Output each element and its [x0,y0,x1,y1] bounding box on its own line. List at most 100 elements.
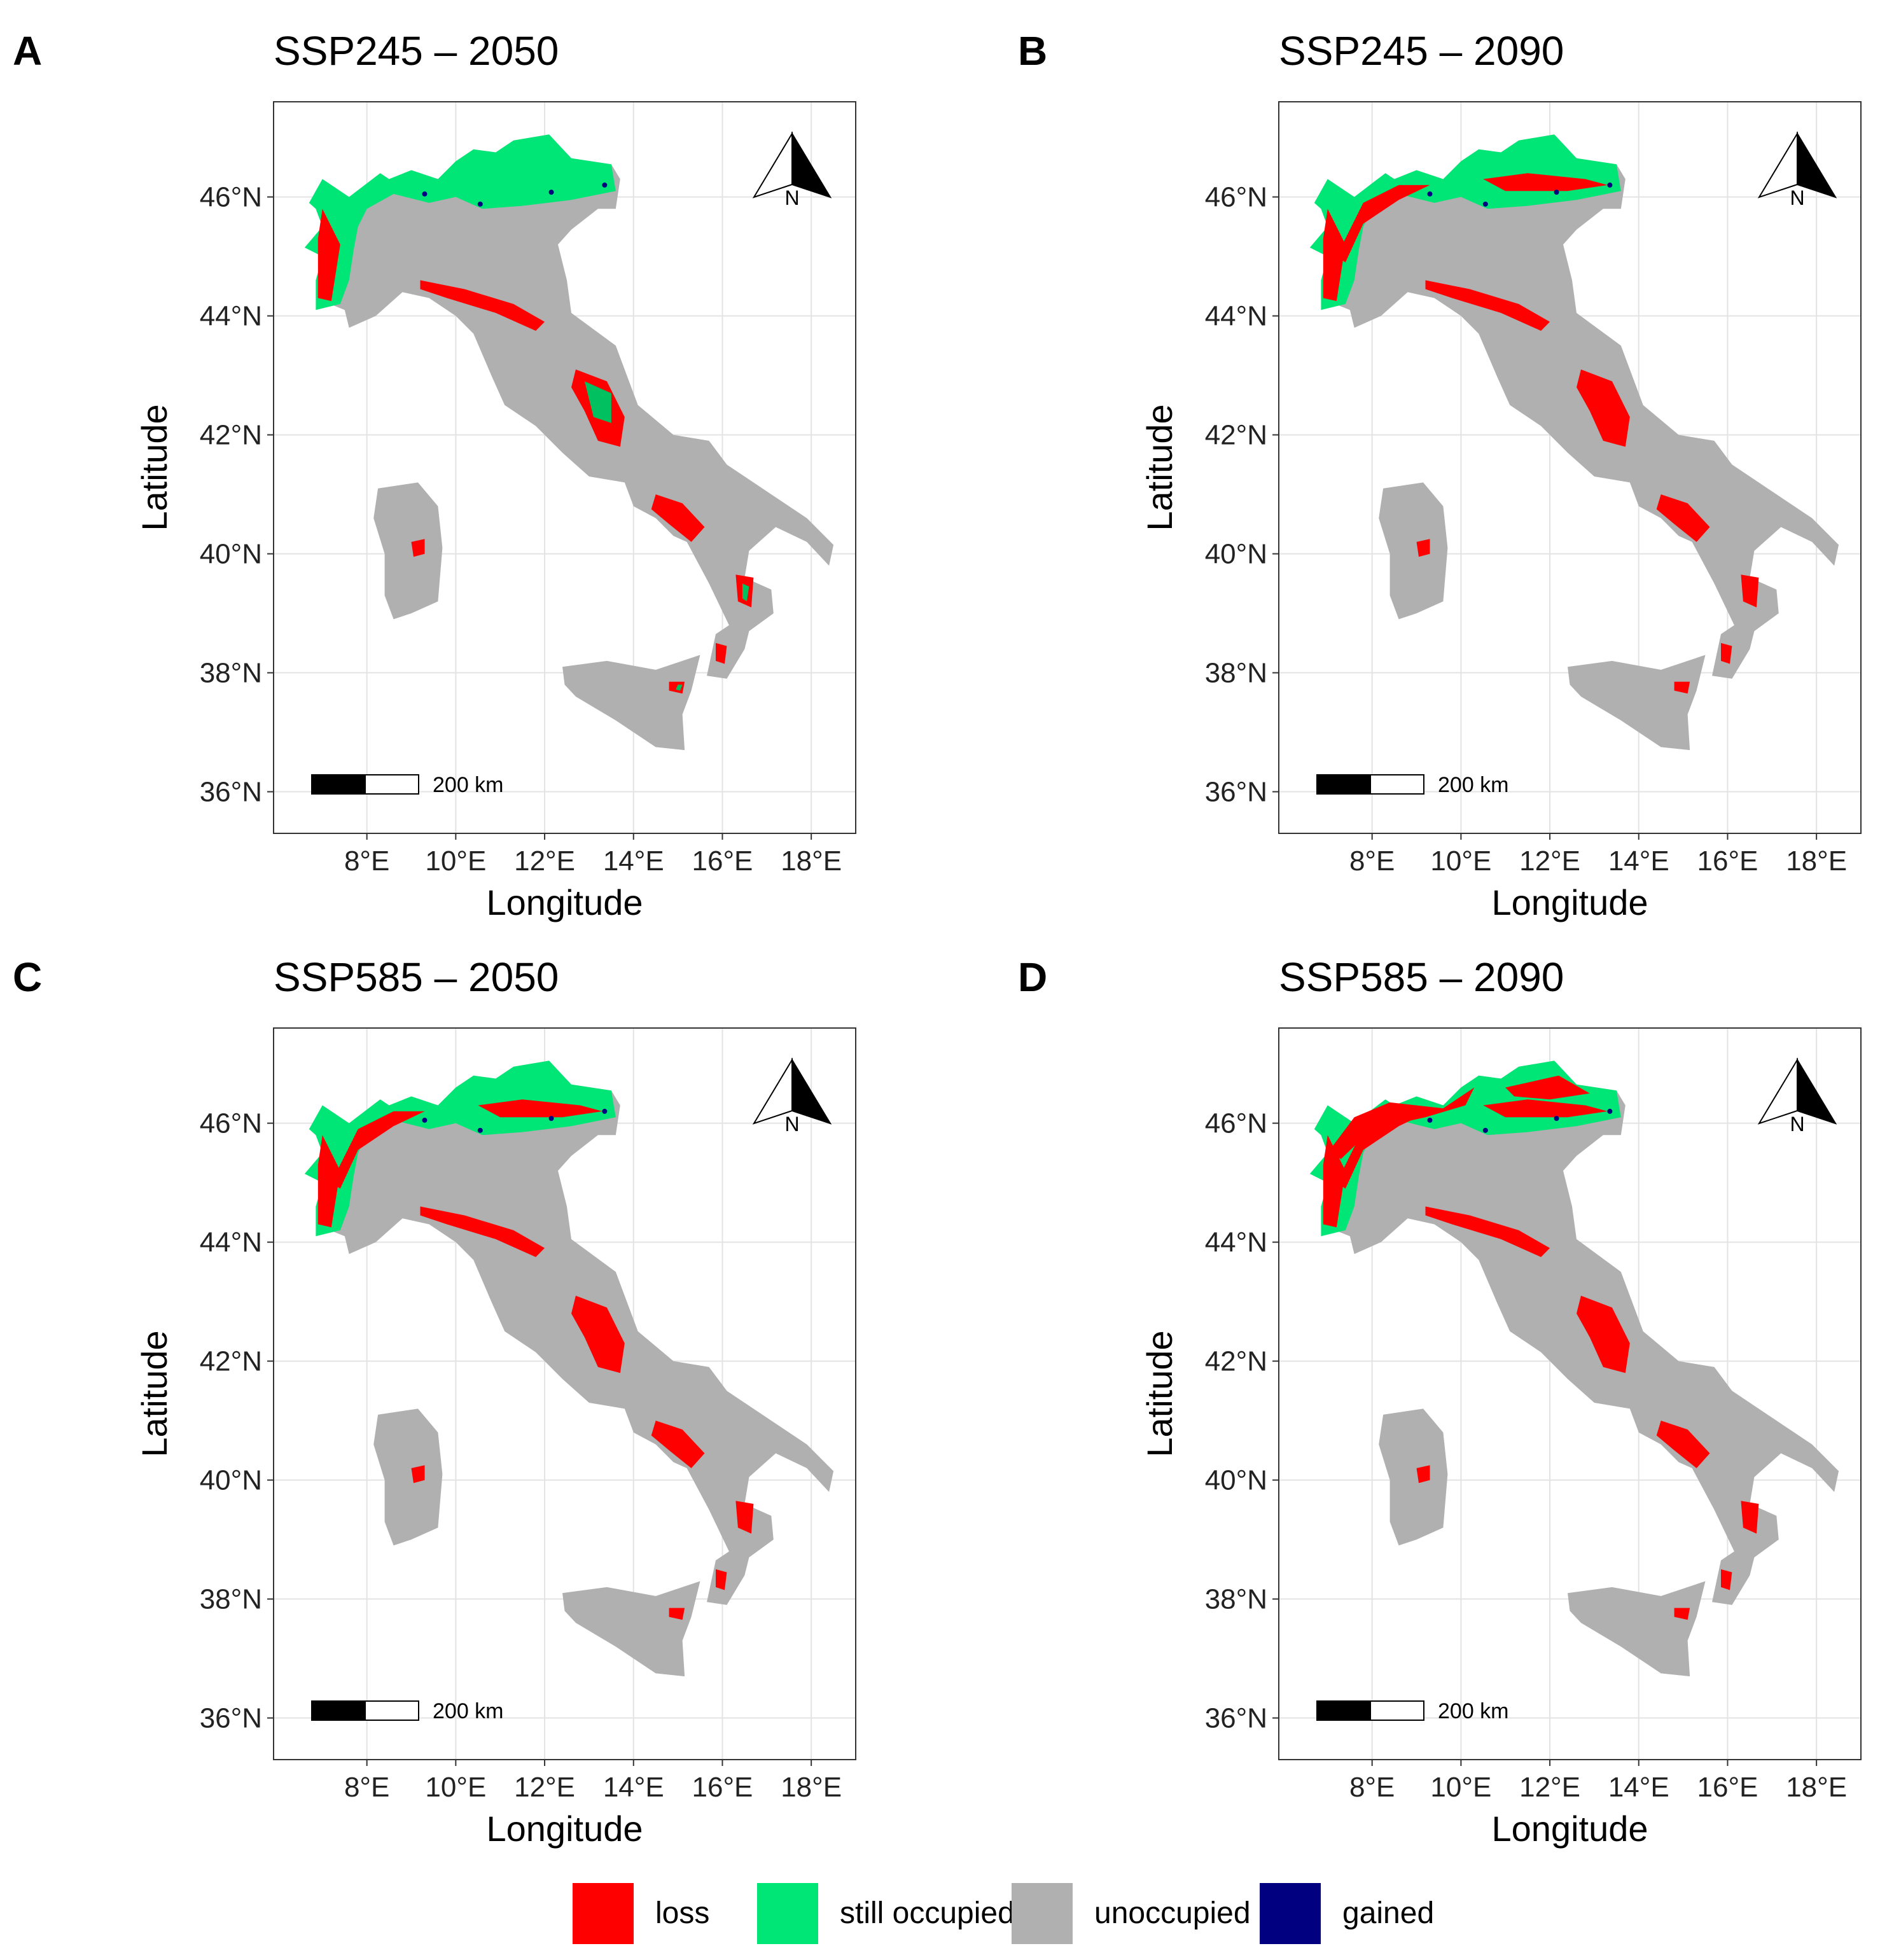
loss-region [1505,1075,1590,1100]
loss-region [716,643,727,664]
legend-label: loss [655,1896,710,1930]
loss-region [735,1501,754,1534]
loss-region [1425,280,1550,331]
y-tick-label: 38°N [200,658,262,689]
x-tick-label: 18°E [781,845,842,877]
loss-region [1656,1421,1710,1468]
gained-region [1482,201,1488,207]
x-tick-label: 12°E [1519,845,1580,877]
plot-frame [1278,1027,1862,1760]
x-axis-title: Longitude [1491,1809,1648,1849]
panel-title: SSP585 – 2090 [1279,954,1564,1000]
scale-bar-black [311,774,366,795]
loss-region [651,494,705,542]
scale-bar-label: 200 km [433,1699,504,1723]
y-axis-title: Latitude [134,1330,174,1457]
y-tick-label: 44°N [200,1227,262,1258]
scale-bar-black [1316,1700,1371,1721]
still-occupied-region [304,134,616,310]
map-legend: loss still occupied unoccupied gained [573,1883,1463,1947]
loss-region [1425,1206,1550,1257]
gained-region [1554,1116,1559,1122]
map-plot: 8°E 10°E 12°E 14°E 16°E 18°E 36°N 38°N 40°N 42°N 4… [134,1027,856,1849]
sicily-landmass [562,1581,700,1677]
y-tick-label: 44°N [200,301,262,332]
panel-title: SSP245 – 2050 [274,28,559,74]
x-tick-label: 18°E [1786,845,1847,877]
legend-swatch [1260,1883,1321,1944]
loss-region [317,209,340,302]
italy-landmass [304,1060,834,1605]
italy-landmass [304,134,834,679]
x-tick-label: 10°E [1430,1772,1491,1803]
loss-region [1323,1135,1346,1228]
sardinia-landmass [1379,1408,1448,1546]
x-tick-label: 16°E [692,845,753,877]
loss-region [1674,1608,1690,1620]
y-tick-label: 40°N [1205,539,1267,570]
x-tick-label: 14°E [603,845,664,877]
scale-bar-white [365,1700,419,1721]
north-arrow-label: N [784,1113,799,1136]
loss-region [1416,1465,1430,1484]
loss-region [1483,1099,1608,1118]
x-tick-label: 10°E [425,1772,486,1803]
x-tick-label: 10°E [425,845,486,877]
gained-region [602,182,608,188]
x-tick-label: 8°E [344,845,389,877]
north-arrow-icon [1797,1057,1837,1125]
loss-region [411,539,425,557]
panel-letter: C [13,954,43,1000]
loss-region [1577,369,1630,447]
plot-frame [273,101,856,834]
y-tick-label: 42°N [1205,420,1267,451]
legend-swatch [757,1883,818,1944]
y-tick-label: 40°N [1205,1465,1267,1496]
x-tick-label: 8°E [1349,845,1395,877]
loss-region [331,1111,425,1189]
x-tick-label: 12°E [514,845,575,877]
x-tick-label: 8°E [344,1772,389,1803]
gained-region [1607,1108,1613,1114]
x-tick-label: 14°E [603,1772,664,1803]
gained-region [1427,1117,1433,1123]
map-panel-c: 8°E 10°E 12°E 14°E 16°E 18°E 36°N 38°N 40°N 42°N 4… [0,926,992,1861]
loss-region [317,1135,340,1228]
x-tick-label: 16°E [1697,845,1758,877]
scale-bar-black [1316,774,1371,795]
plot-frame [273,1027,856,1760]
loss-region [1336,184,1430,263]
loss-region [1674,681,1690,694]
x-tick-label: 14°E [1608,1772,1669,1803]
loss-region [420,1206,545,1257]
loss-region [478,1099,602,1118]
map-panel-d: 8°E 10°E 12°E 14°E 16°E 18°E 36°N 38°N 40°N 42°N 4… [1005,926,1880,1861]
italy-landmass [1309,134,1839,679]
map-plot: 8°E 10°E 12°E 14°E 16°E 18°E 36°N 38°N 40°N 42°N 4… [134,101,856,922]
scale-bar-white [1370,1700,1424,1721]
y-tick-label: 44°N [1205,301,1267,332]
x-tick-label: 8°E [1349,1772,1395,1803]
y-tick-label: 38°N [1205,1584,1267,1615]
north-arrow-label: N [784,186,799,209]
y-axis-title: Latitude [134,404,174,531]
gained-region [1427,191,1433,197]
y-tick-label: 36°N [1205,777,1267,808]
gained-region [1554,190,1559,195]
panel-letter: D [1018,954,1048,1000]
x-tick-label: 16°E [692,1772,753,1803]
y-axis-title: Latitude [1139,1330,1180,1457]
panel-title: SSP585 – 2050 [274,954,559,1000]
still-occupied-region [584,381,611,423]
y-tick-label: 36°N [1205,1703,1267,1734]
scale-bar-white [1370,774,1424,795]
loss-region [1327,1087,1475,1159]
y-tick-label: 38°N [200,1584,262,1615]
loss-region [571,1295,625,1373]
loss-region [1721,643,1732,664]
loss-region [1577,1295,1630,1373]
gained-region [548,1116,554,1122]
sicily-landmass [562,655,700,751]
y-tick-label: 38°N [1205,658,1267,689]
scale-bar-label: 200 km [1438,1699,1509,1723]
